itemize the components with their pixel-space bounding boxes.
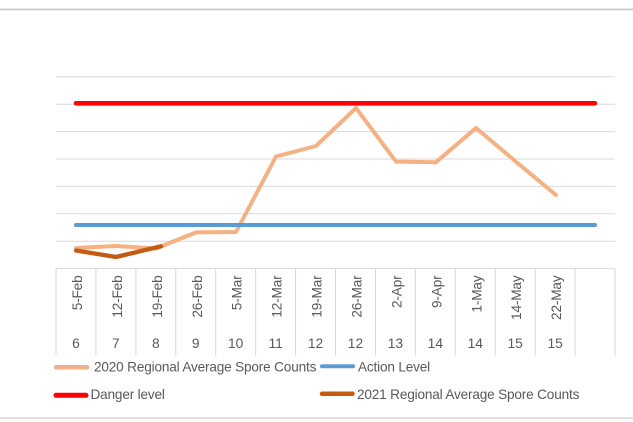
svg-text:22-May: 22-May xyxy=(549,275,564,320)
svg-text:6: 6 xyxy=(72,336,80,351)
svg-text:26-Mar: 26-Mar xyxy=(349,275,364,318)
svg-text:7: 7 xyxy=(112,336,120,351)
svg-text:Danger level: Danger level xyxy=(91,387,165,402)
svg-text:2020 Regional Average Spore Co: 2020 Regional Average Spore Counts xyxy=(94,360,317,375)
svg-text:19-Feb: 19-Feb xyxy=(150,276,165,318)
svg-text:1-May: 1-May xyxy=(469,275,484,312)
svg-text:11: 11 xyxy=(268,336,282,351)
svg-text:26-Feb: 26-Feb xyxy=(190,276,205,318)
svg-text:9-Apr: 9-Apr xyxy=(429,275,444,308)
svg-text:Action Level: Action Level xyxy=(358,360,430,375)
svg-text:5-Mar: 5-Mar xyxy=(230,275,245,310)
svg-text:2021 Regional Average Spore Co: 2021 Regional Average Spore Counts xyxy=(357,387,580,402)
svg-text:12-Mar: 12-Mar xyxy=(270,275,285,318)
svg-text:2-Apr: 2-Apr xyxy=(389,275,404,308)
svg-text:12-Feb: 12-Feb xyxy=(110,276,125,318)
svg-text:8: 8 xyxy=(152,336,160,351)
svg-text:14: 14 xyxy=(468,336,484,351)
svg-text:9: 9 xyxy=(192,336,200,351)
svg-text:14-May: 14-May xyxy=(509,275,524,320)
svg-text:5-Feb: 5-Feb xyxy=(70,276,85,311)
svg-text:12: 12 xyxy=(308,336,323,351)
svg-text:19-Mar: 19-Mar xyxy=(310,275,325,318)
svg-text:14: 14 xyxy=(428,336,444,351)
svg-text:12: 12 xyxy=(348,336,363,351)
svg-text:10: 10 xyxy=(228,336,244,351)
svg-text:15: 15 xyxy=(547,336,563,351)
svg-text:13: 13 xyxy=(388,336,404,351)
svg-text:15: 15 xyxy=(508,336,524,351)
